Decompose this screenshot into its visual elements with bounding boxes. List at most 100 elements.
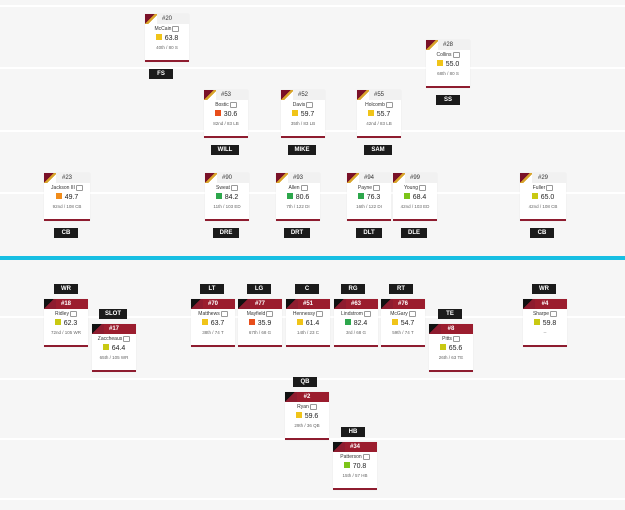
player-rank: 42nd / 103 ED — [400, 204, 430, 209]
comment-icon[interactable] — [75, 184, 83, 191]
player-grade: 64.4 — [92, 344, 136, 354]
player-card[interactable]: #94 Payne 76.3 16th / 122 DI — [347, 173, 391, 221]
comment-icon[interactable] — [408, 310, 416, 317]
player-card[interactable]: #93 Allen 80.6 7th / 122 DI — [276, 173, 320, 221]
player-card[interactable]: #29 Fuller 65.0 42nd / 108 CB — [520, 173, 566, 221]
player-card[interactable]: #4 Sharpe 59.8 -- — [523, 299, 567, 347]
player-rank: -- — [543, 330, 547, 335]
position-label: DLT — [356, 228, 382, 238]
player-name-text: Sharpe — [532, 311, 550, 317]
player-rank: 35th / 83 LB — [290, 121, 316, 126]
player-name-text: Patterson — [340, 454, 362, 460]
player-card[interactable]: #70 Matthews 63.7 38th / 74 T — [191, 299, 235, 347]
comment-icon[interactable] — [300, 184, 308, 191]
player-card[interactable]: #2 Ryan 59.6 29th / 36 QB — [285, 392, 329, 440]
grade-color-square — [55, 193, 62, 200]
player-card[interactable]: #28 Collins 55.0 68th / 80 S — [426, 40, 470, 88]
grade-color-square — [391, 319, 398, 326]
jersey-number: #70 — [207, 301, 218, 307]
comment-icon[interactable] — [362, 453, 370, 460]
player-grade: 80.6 — [276, 193, 320, 203]
player-card[interactable]: #20 McCain 63.8 40th / 80 S — [145, 14, 189, 62]
comment-icon[interactable] — [316, 310, 324, 317]
team-logo-icon — [238, 299, 250, 309]
player-card[interactable]: #76 McGary 54.7 59th / 74 T — [381, 299, 425, 347]
position-label: HB — [341, 427, 365, 437]
player-card[interactable]: #34 Patterson 70.8 15th / 57 HB — [333, 442, 377, 490]
jersey-number: #2 — [303, 394, 311, 400]
grade-value: 35.9 — [257, 320, 272, 327]
comment-icon[interactable] — [266, 310, 274, 317]
player-card[interactable]: #18 Ridley 62.3 72nd / 105 WR — [44, 299, 88, 347]
player-card[interactable]: #63 Lindstrom 82.4 3rd / 68 G — [334, 299, 378, 347]
position-label: RT — [389, 284, 413, 294]
grade-color-square — [291, 110, 298, 117]
card-header: #2 — [285, 392, 329, 402]
grade-value: 80.6 — [295, 194, 310, 201]
player-card[interactable]: #52 Davis 59.7 35th / 83 LB — [281, 90, 325, 138]
grade-value: 63.7 — [210, 320, 225, 327]
comment-icon[interactable] — [306, 101, 314, 108]
player-card[interactable]: #77 Mayfield 35.9 67th / 68 G — [238, 299, 282, 347]
comment-icon[interactable] — [373, 184, 381, 191]
comment-icon[interactable] — [230, 184, 238, 191]
grade-value: 70.8 — [352, 463, 367, 470]
player-card[interactable]: #23 Jackson III 49.7 92nd / 108 CB — [44, 173, 90, 221]
player-grade: 59.8 — [523, 319, 567, 329]
player-rank: 3rd / 68 G — [345, 330, 366, 335]
player-rank: 15th / 57 HB — [342, 473, 368, 478]
player-card[interactable]: #53 Bostic 30.6 82nd / 83 LB — [204, 90, 248, 138]
comment-icon[interactable] — [220, 310, 228, 317]
team-logo-icon — [44, 173, 56, 183]
grade-value: 62.3 — [63, 320, 78, 327]
comment-icon[interactable] — [229, 101, 237, 108]
team-logo-icon — [205, 173, 217, 183]
player-card[interactable]: #51 Hennessy 61.4 14th / 23 C — [286, 299, 330, 347]
position-label: TE — [438, 309, 462, 319]
comment-icon[interactable] — [309, 403, 317, 410]
player-rank: 7th / 122 DI — [286, 204, 310, 209]
position-label: DRE — [213, 228, 239, 238]
position-label: C — [295, 284, 319, 294]
player-name-text: Collins — [436, 52, 452, 58]
card-header: #77 — [238, 299, 282, 309]
card-header: #93 — [276, 173, 320, 183]
comment-icon[interactable] — [419, 184, 426, 191]
comment-icon[interactable] — [452, 51, 460, 58]
team-logo-icon — [145, 14, 157, 24]
player-name-text: Bostic — [215, 102, 229, 108]
team-logo-icon — [281, 90, 293, 100]
grade-color-square — [215, 193, 222, 200]
player-card[interactable]: #90 Sweat 84.2 11th / 103 ED — [205, 173, 249, 221]
player-name-text: McCain — [154, 26, 172, 32]
player-name: Bostic — [204, 101, 248, 109]
card-header: #90 — [205, 173, 249, 183]
position-label: WILL — [211, 145, 239, 155]
comment-icon[interactable] — [123, 335, 131, 342]
grade-value: 76.3 — [366, 194, 381, 201]
jersey-number: #29 — [537, 175, 548, 181]
grade-value: 59.8 — [542, 320, 557, 327]
card-header: #52 — [281, 90, 325, 100]
player-grade: 63.7 — [191, 319, 235, 329]
player-grade: 82.4 — [334, 319, 378, 329]
comment-icon[interactable] — [550, 310, 558, 317]
comment-icon[interactable] — [546, 184, 554, 191]
player-grade: 84.2 — [205, 193, 249, 203]
player-card[interactable]: #17 Zaccheaus 64.4 65th / 105 WR — [92, 324, 136, 372]
grade-color-square — [357, 193, 364, 200]
comment-icon[interactable] — [385, 101, 393, 108]
grade-color-square — [54, 319, 61, 326]
jersey-number: #99 — [409, 175, 420, 181]
comment-icon[interactable] — [172, 25, 180, 32]
player-card[interactable]: #8 Pitts 65.6 26th / 63 TE — [429, 324, 473, 372]
comment-icon[interactable] — [452, 335, 460, 342]
player-rank: 42nd / 83 LB — [366, 121, 392, 126]
player-card[interactable]: #55 Holcomb 55.7 42nd / 83 LB — [357, 90, 401, 138]
comment-icon[interactable] — [363, 310, 371, 317]
position-label: WR — [532, 284, 556, 294]
card-header: #76 — [381, 299, 425, 309]
comment-icon[interactable] — [69, 310, 77, 317]
jersey-number: #76 — [397, 301, 408, 307]
player-card[interactable]: #99 Young 68.4 42nd / 103 ED — [393, 173, 437, 221]
